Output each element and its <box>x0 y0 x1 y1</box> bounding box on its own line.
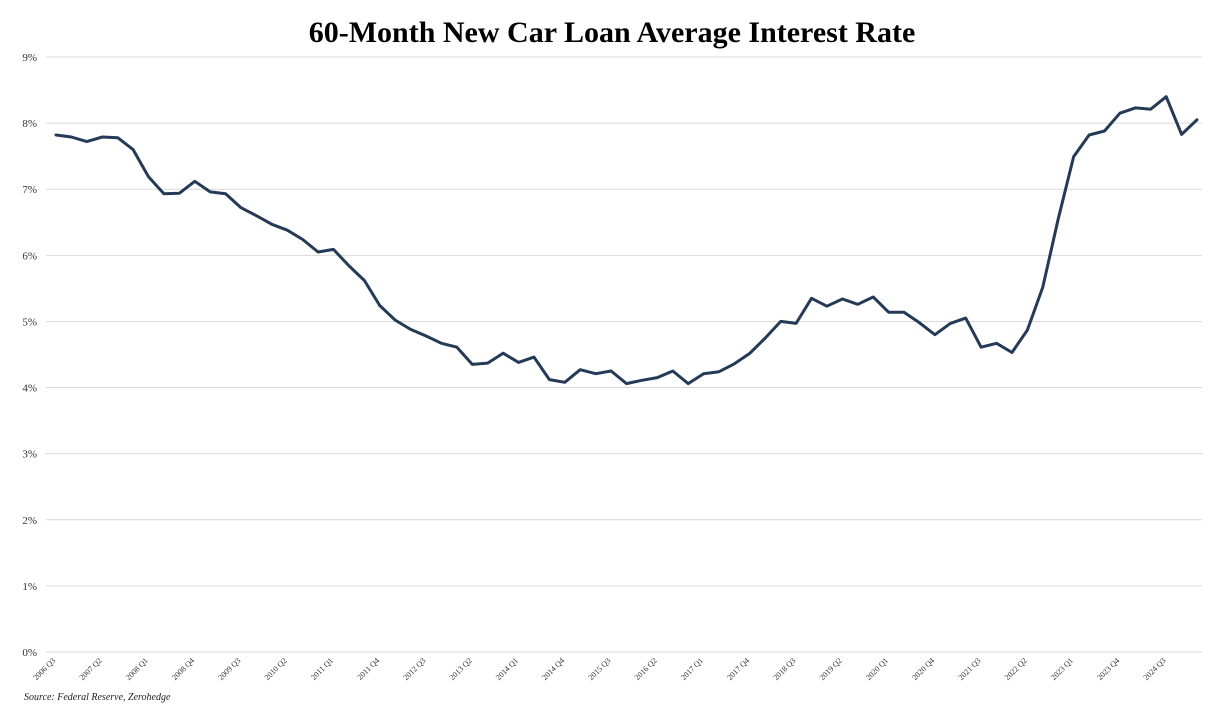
y-tick-label: 0% <box>22 647 37 659</box>
y-tick-label: 2% <box>22 515 37 527</box>
gridlines <box>46 56 1202 653</box>
y-tick-label: 1% <box>22 581 37 593</box>
series-line <box>54 95 1199 386</box>
y-tick-label: 9% <box>22 52 37 64</box>
chart-title: 60-Month New Car Loan Average Interest R… <box>309 16 916 49</box>
y-tick-label: 8% <box>22 118 37 130</box>
source-note: Source: Federal Reserve, Zerohedge <box>24 692 171 703</box>
y-tick-label: 6% <box>22 250 37 262</box>
series-layer <box>54 95 1199 386</box>
y-tick-label: 7% <box>22 184 37 196</box>
y-tick-label: 5% <box>22 316 37 328</box>
y-axis: 0% 1% 2% 3% 4% 5% 6% 7% 8% 9% <box>22 52 37 659</box>
y-tick-label: 4% <box>22 383 37 395</box>
y-tick-label: 3% <box>22 449 37 461</box>
